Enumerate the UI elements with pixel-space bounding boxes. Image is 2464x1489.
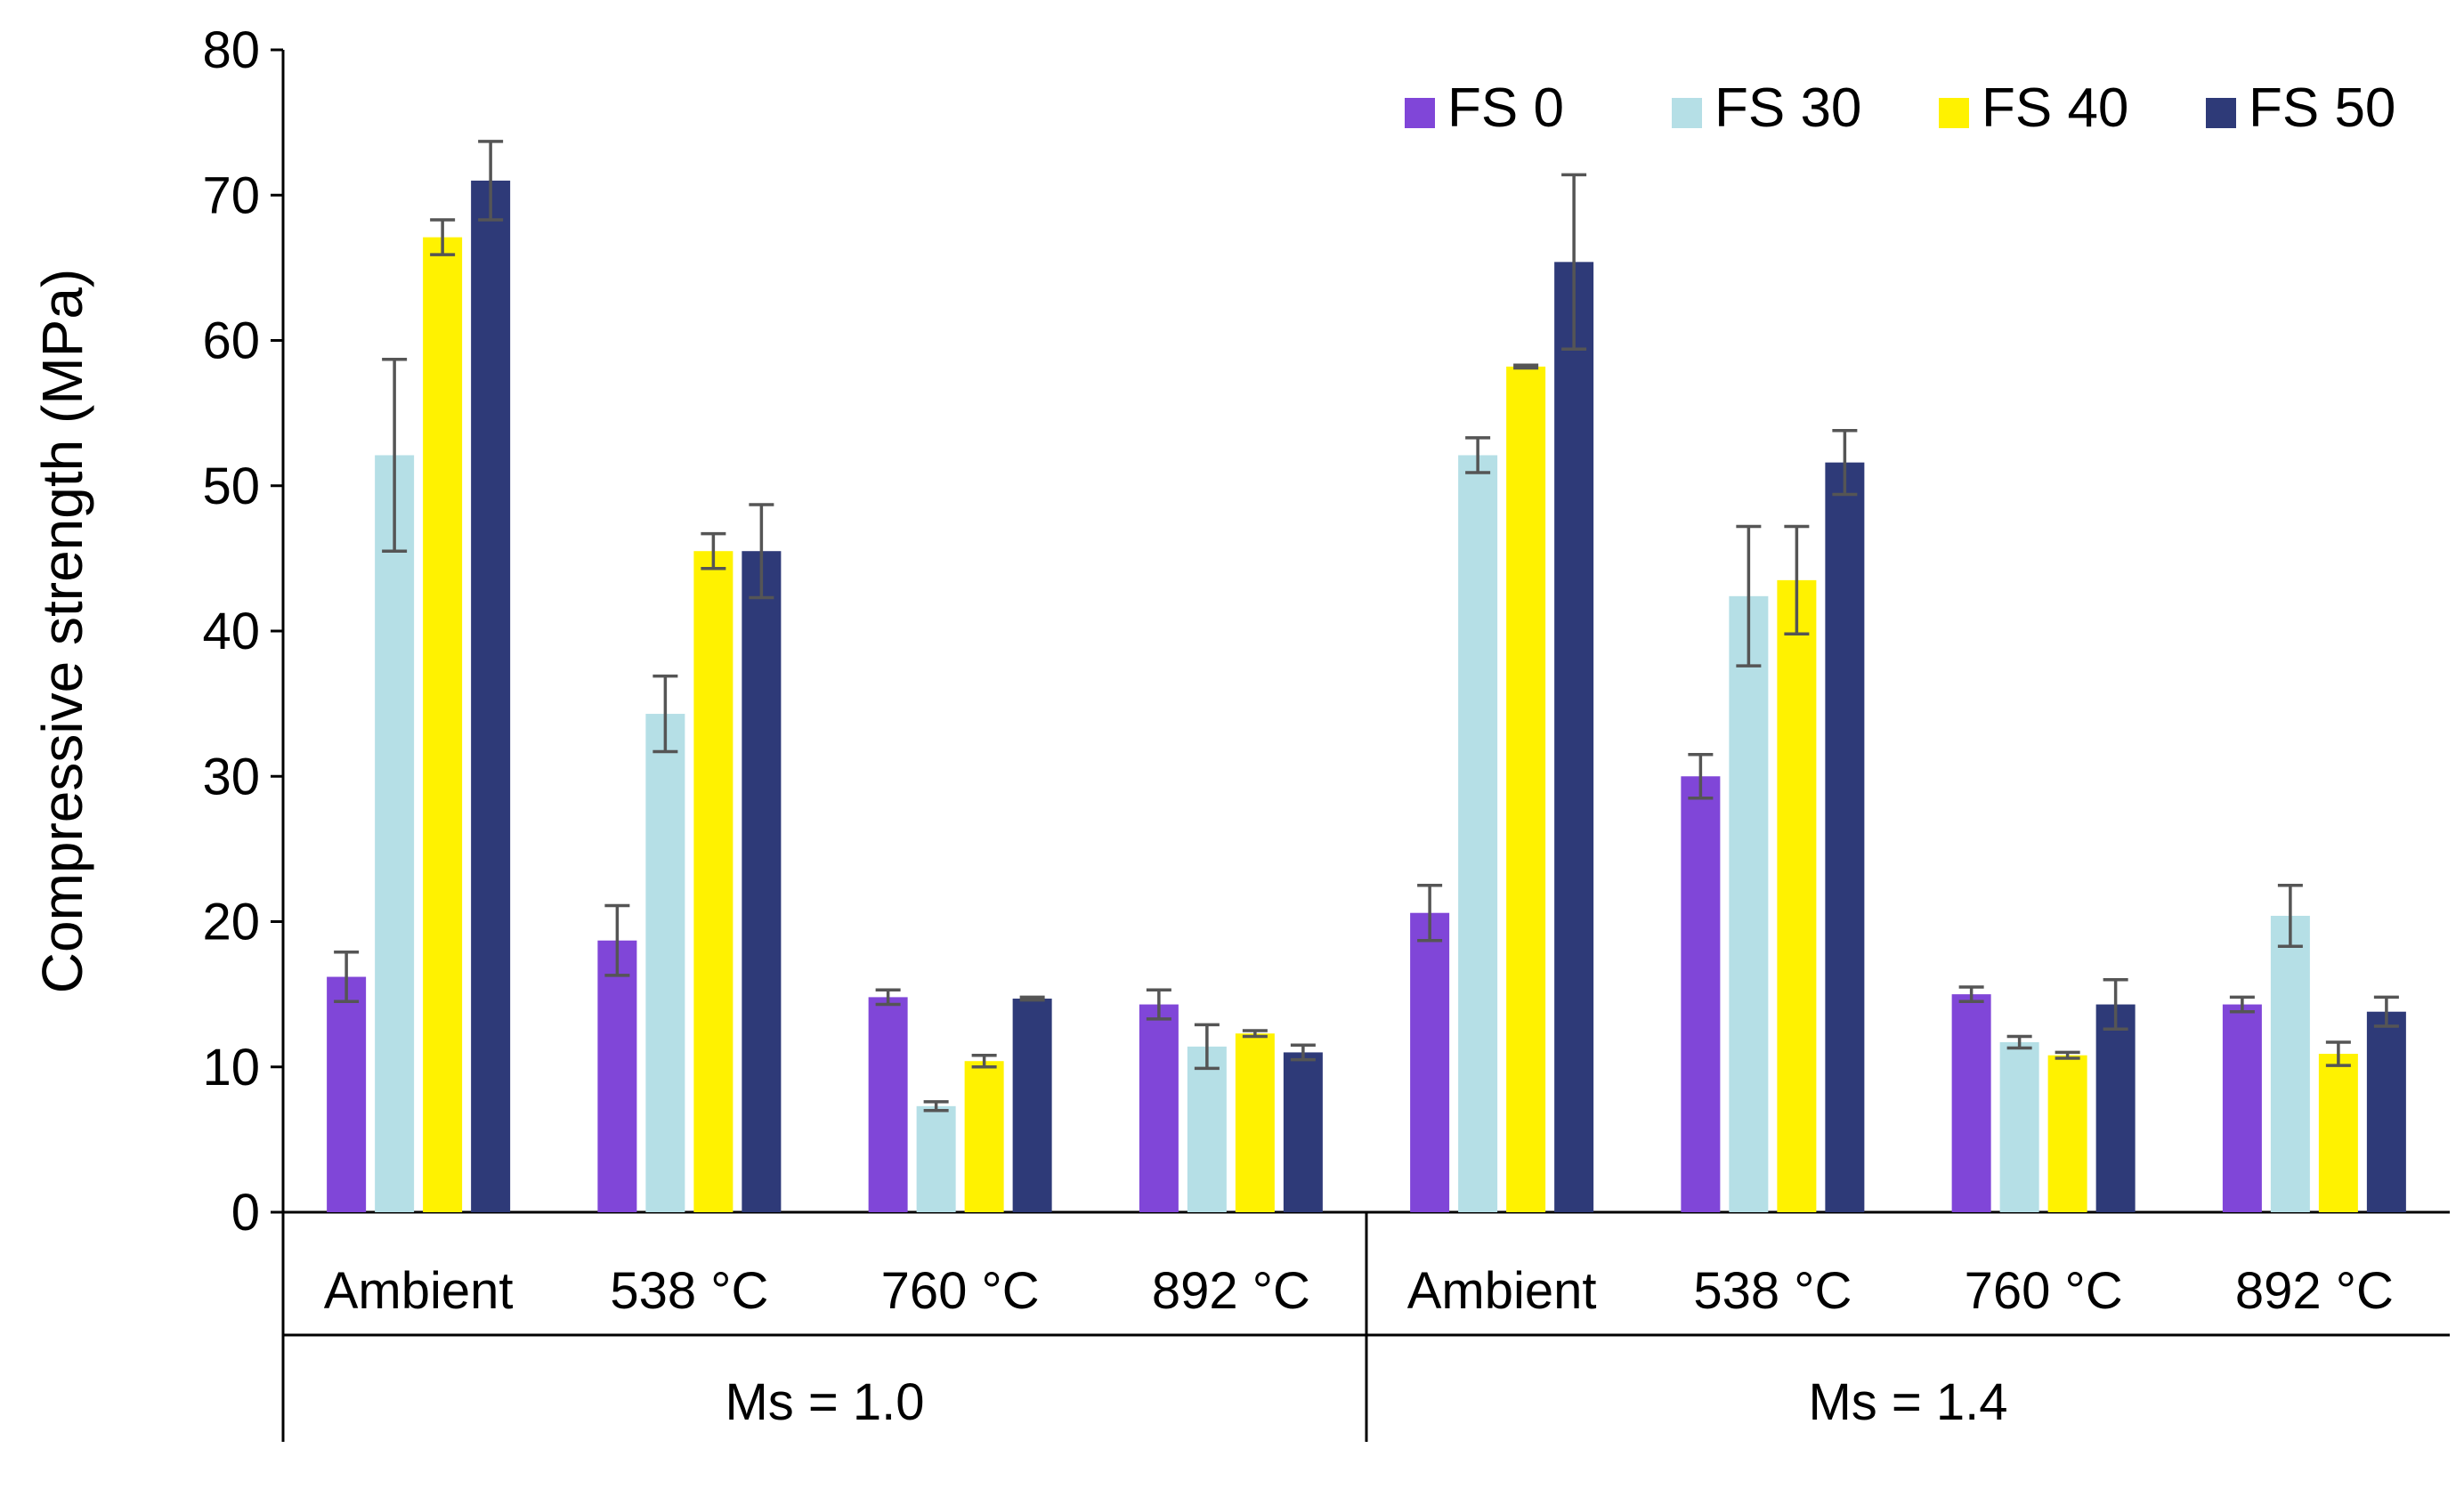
category-label: Ambient <box>1407 1262 1597 1320</box>
bar-fs-0 <box>597 940 637 1212</box>
legend-swatch <box>1672 98 1702 128</box>
bar-fs-0 <box>2222 1004 2262 1212</box>
bar-fs-50 <box>1554 262 1594 1213</box>
legend-swatch <box>1405 98 1435 128</box>
bar-fs-0 <box>1951 994 1991 1212</box>
bar-fs-0 <box>1681 776 1721 1212</box>
bar-fs-30 <box>375 455 415 1212</box>
bar-fs-40 <box>693 551 734 1212</box>
y-tick-label: 60 <box>202 312 260 370</box>
legend-label: FS 50 <box>2249 77 2395 139</box>
legend-label: FS 0 <box>1447 77 1564 139</box>
bar-fs-50 <box>471 180 511 1212</box>
bar-fs-30 <box>2270 915 2310 1212</box>
y-tick-label: 70 <box>202 166 260 224</box>
category-label: 760 °C <box>881 1262 1040 1320</box>
y-tick-label: 40 <box>202 603 260 660</box>
bar-fs-30 <box>645 714 685 1212</box>
legend-swatch <box>2206 98 2236 128</box>
y-tick-label: 20 <box>202 894 260 951</box>
category-label: 892 °C <box>1152 1262 1310 1320</box>
bar-fs-30 <box>1187 1046 1227 1212</box>
category-label: 760 °C <box>1965 1262 2123 1320</box>
bar-fs-0 <box>868 997 908 1212</box>
bar-fs-50 <box>742 551 782 1212</box>
bar-fs-40 <box>1777 579 1817 1212</box>
axis-labels: 0 10 20 30 40 50 60 70 80 Compressive strength (M… <box>30 21 2394 1431</box>
bar-fs-40 <box>1506 366 1546 1212</box>
category-label: 538 °C <box>1693 1262 1852 1320</box>
bar-fs-0 <box>1139 1004 1179 1212</box>
bars <box>327 180 2406 1213</box>
group-label: Ms = 1.4 <box>1808 1373 2007 1431</box>
y-tick-label: 50 <box>202 457 260 515</box>
group-label: Ms = 1.0 <box>725 1373 924 1431</box>
bar-fs-40 <box>2318 1054 2358 1212</box>
bar-fs-30 <box>1458 455 1498 1212</box>
category-label: 892 °C <box>2235 1262 2394 1320</box>
bar-fs-0 <box>1410 912 1450 1212</box>
legend-label: FS 40 <box>1982 77 2128 139</box>
category-label: 538 °C <box>610 1262 768 1320</box>
y-tick-label: 30 <box>202 748 260 805</box>
bar-fs-50 <box>1825 462 1865 1212</box>
legend: FS 0 FS 30 FS 40 FS 50 <box>1405 77 2395 139</box>
bar-fs-30 <box>916 1105 956 1212</box>
y-tick-label: 80 <box>202 21 260 79</box>
bar-fs-50 <box>2095 1004 2136 1212</box>
bar-fs-50 <box>1283 1052 1323 1212</box>
axes <box>271 48 2450 1442</box>
bar-fs-50 <box>2366 1011 2406 1212</box>
error-bars <box>334 140 2399 1113</box>
bar-fs-0 <box>327 976 367 1212</box>
legend-swatch <box>1939 98 1969 128</box>
y-tick-label: 10 <box>202 1039 260 1097</box>
legend-label: FS 30 <box>1714 77 1861 139</box>
bar-fs-40 <box>964 1061 1004 1212</box>
bar-fs-50 <box>1012 999 1052 1212</box>
bar-fs-40 <box>2047 1055 2087 1212</box>
y-axis-title: Compressive strength (MPa) <box>30 269 94 993</box>
bar-fs-30 <box>1729 595 1769 1212</box>
bar-fs-30 <box>1999 1041 2039 1212</box>
bar-fs-40 <box>423 237 463 1212</box>
y-tick-label: 0 <box>231 1184 260 1242</box>
bar-fs-40 <box>1235 1033 1275 1212</box>
category-label: Ambient <box>324 1262 514 1320</box>
